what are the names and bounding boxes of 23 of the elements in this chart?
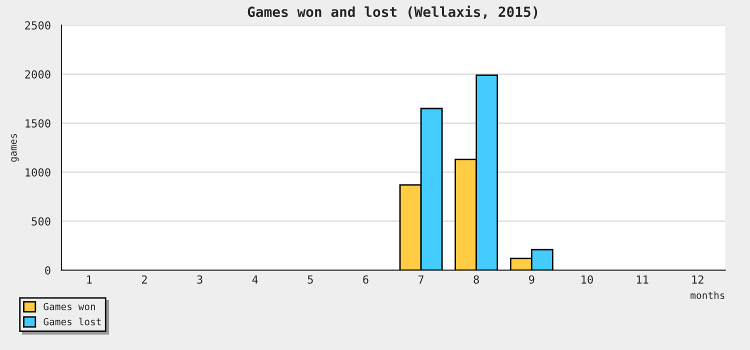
x-tick-label: 12 — [692, 275, 704, 284]
x-tick-label: 8 — [474, 275, 479, 284]
y-axis-title: games — [11, 134, 19, 162]
chart-title: Games won and lost (Wellaxis, 2015) — [248, 6, 538, 19]
x-tick-label: 4 — [252, 275, 258, 284]
x-tick-label: 9 — [529, 275, 534, 284]
y-tick-label: 2500 — [25, 21, 50, 30]
x-tick-label: 5 — [308, 275, 313, 284]
y-tick-label: 500 — [32, 217, 50, 226]
x-tick-label: 6 — [363, 275, 368, 284]
legend-label: Games won — [44, 302, 96, 310]
y-tick-label: 1000 — [26, 168, 50, 177]
x-tick-label: 7 — [418, 275, 424, 284]
x-axis-title: months — [690, 291, 724, 300]
x-tick-label: 10 — [582, 275, 593, 284]
legend-label: Games lost — [44, 318, 101, 326]
x-tick-label: 11 — [636, 275, 648, 284]
y-tick-label: 0 — [45, 266, 50, 275]
x-tick-label: 2 — [142, 275, 147, 284]
y-tick-label: 2000 — [25, 70, 50, 79]
x-tick-label: 3 — [197, 275, 202, 284]
y-tick-label: 1500 — [26, 119, 50, 128]
x-tick-label: 1 — [87, 275, 92, 284]
